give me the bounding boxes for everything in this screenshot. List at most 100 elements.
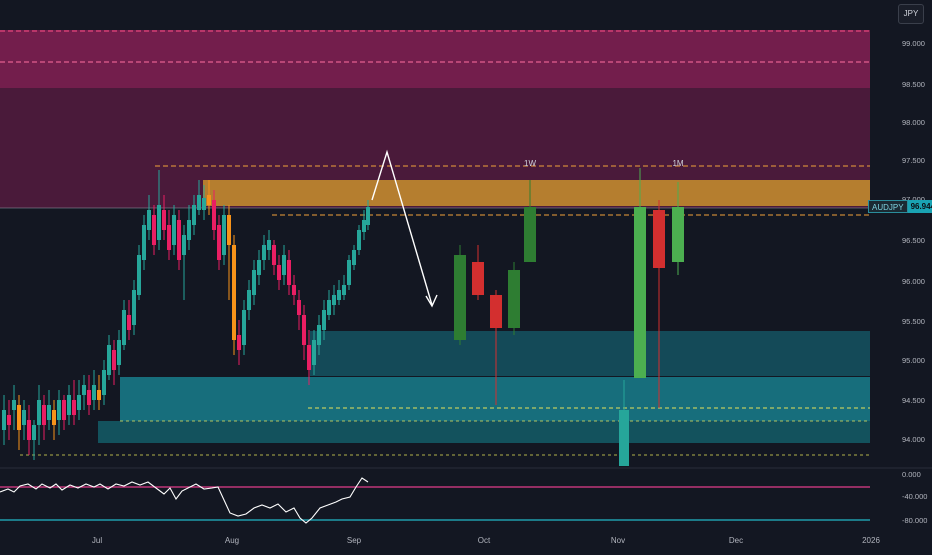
candle-body <box>102 370 106 395</box>
candle-body <box>287 260 291 285</box>
candle-body <box>97 390 101 400</box>
osc-tick-label: -40.000 <box>902 492 927 501</box>
candle-body <box>357 230 361 250</box>
demand-zone-dark <box>310 331 870 376</box>
candle-body <box>197 195 201 210</box>
candle-body <box>107 345 111 375</box>
candle-body <box>490 295 502 328</box>
candle-body <box>672 207 684 262</box>
candle-body <box>232 245 236 340</box>
supply-zone-upper <box>0 30 870 88</box>
candle-body <box>252 270 256 295</box>
candle-body <box>222 215 226 255</box>
candle-body <box>87 390 91 405</box>
price-axis[interactable]: 99.000 98.500 98.000 97.500 97.000 96.50… <box>902 39 927 525</box>
y-tick-label: 98.000 <box>902 118 925 127</box>
candle-body <box>282 255 286 275</box>
candle-body <box>152 215 156 245</box>
candle-body <box>292 285 296 295</box>
y-tick-label: 97.000 <box>902 195 925 204</box>
y-tick-label: 96.000 <box>902 277 925 286</box>
candle-body <box>42 405 46 425</box>
candle-body <box>619 410 629 466</box>
osc-line <box>0 477 369 524</box>
candle-body <box>22 410 26 425</box>
orange-zone <box>203 180 870 206</box>
candle-body <box>237 335 241 350</box>
x-tick-label: 2026 <box>862 536 880 545</box>
candle-body <box>142 225 146 260</box>
candle-body <box>454 255 466 340</box>
x-tick-label: Oct <box>478 536 491 545</box>
y-tick-label: 99.000 <box>902 39 925 48</box>
candle-body <box>62 400 66 420</box>
candle-body <box>262 245 266 260</box>
candle-body <box>242 310 246 345</box>
candle-body <box>132 290 136 325</box>
currency-badge[interactable]: JPY <box>898 4 924 24</box>
candle-body <box>247 290 251 310</box>
candle-body <box>112 350 116 370</box>
x-tick-label: Jul <box>92 536 102 545</box>
candle-body <box>82 385 86 395</box>
candle-body <box>342 285 346 295</box>
annotation-1w: 1W <box>524 159 536 168</box>
candle-body <box>337 290 341 300</box>
candle-body <box>177 220 181 260</box>
x-tick-label: Aug <box>225 536 239 545</box>
candle-body <box>57 400 61 420</box>
candle-body <box>32 425 36 440</box>
candle-body <box>317 325 321 345</box>
candle-body <box>362 220 366 232</box>
x-tick-label: Dec <box>729 536 743 545</box>
candle-body <box>634 207 646 378</box>
candle-body <box>122 310 126 345</box>
price-tag-value: 96.944 <box>907 200 932 213</box>
candle-body <box>67 395 71 415</box>
candle-body <box>52 410 56 425</box>
y-tick-label: 94.000 <box>902 435 925 444</box>
annotation-1m: 1M <box>672 159 683 168</box>
candle-body <box>347 260 351 285</box>
candle-body <box>137 255 141 295</box>
demand-zone-bright <box>120 377 870 421</box>
candle-body <box>202 198 206 210</box>
candle-body <box>297 300 301 315</box>
x-tick-label: Nov <box>611 536 625 545</box>
candle-body <box>653 210 665 268</box>
candle-body <box>312 340 316 365</box>
osc-tick-label: -80.000 <box>902 516 927 525</box>
demand-zone-lower <box>98 421 870 443</box>
price-tag-symbol: AUDJPY <box>868 200 908 213</box>
y-tick-label: 96.500 <box>902 236 925 245</box>
candle-body <box>77 395 81 410</box>
candle-body <box>217 225 221 260</box>
candle-body <box>17 405 21 430</box>
last-price-tag: AUDJPY 96.944 <box>868 200 932 213</box>
zones-layer <box>0 30 870 456</box>
candle-body <box>7 415 11 425</box>
candle-body <box>47 405 51 420</box>
x-tick-label: Sep <box>347 536 362 545</box>
candle-body <box>162 210 166 230</box>
candle-body <box>332 295 336 305</box>
y-tick-label: 95.500 <box>902 317 925 326</box>
candle-body <box>92 385 96 400</box>
projection-arrow <box>371 149 438 308</box>
candle-body <box>27 420 31 440</box>
candle-body <box>12 400 16 410</box>
candle-body <box>147 210 151 230</box>
candle-body <box>322 310 326 330</box>
y-tick-label: 94.500 <box>902 396 925 405</box>
candle-body <box>302 315 306 345</box>
candle-body <box>182 235 186 255</box>
time-axis[interactable]: Jul Aug Sep Oct Nov Dec 2026 <box>92 536 881 545</box>
candle-body <box>172 215 176 245</box>
candle-body <box>272 245 276 265</box>
candle-body <box>327 300 331 315</box>
candle-body <box>117 340 121 365</box>
candle-body <box>192 205 196 225</box>
candle-body <box>187 220 191 240</box>
